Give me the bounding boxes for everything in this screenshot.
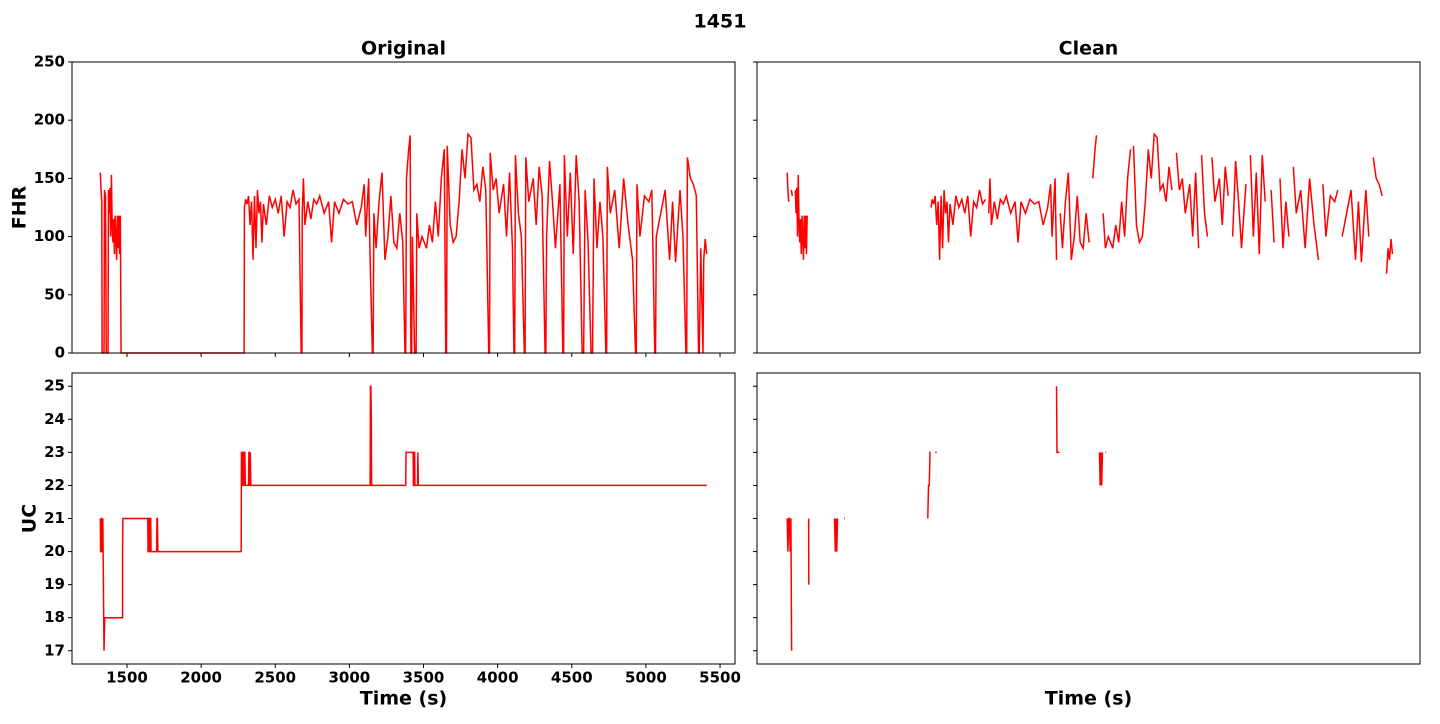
y-tick-label: 21 xyxy=(44,509,65,527)
y-axis-label: UC xyxy=(19,504,41,533)
x-tick-label: 1500 xyxy=(106,669,148,687)
y-tick-label: 0 xyxy=(55,344,65,362)
axes-frame xyxy=(756,372,1421,665)
x-tick-label: 3500 xyxy=(403,669,445,687)
data-line xyxy=(99,132,708,354)
data-line xyxy=(786,386,1107,651)
axes-title: Original xyxy=(361,38,446,60)
y-tick-label: 19 xyxy=(44,575,65,593)
y-tick-label: 200 xyxy=(34,111,65,129)
figure-title: 1451 xyxy=(694,11,747,33)
y-tick-label: 250 xyxy=(34,53,65,71)
y-tick-label: 100 xyxy=(34,227,65,245)
axes-title: Clean xyxy=(1059,38,1119,60)
x-axis-label: Time (s) xyxy=(360,688,447,710)
y-tick-label: 24 xyxy=(44,410,65,428)
data-line xyxy=(99,385,707,651)
y-axis-label: FHR xyxy=(9,185,31,229)
y-tick-label: 23 xyxy=(44,443,65,461)
y-tick-label: 50 xyxy=(44,285,65,303)
axes-frame xyxy=(71,372,736,665)
y-tick-label: 17 xyxy=(44,641,65,659)
data-line xyxy=(786,132,1394,274)
x-axis-label: Time (s) xyxy=(1045,688,1132,710)
x-tick-label: 4500 xyxy=(551,669,593,687)
axes-frame xyxy=(756,61,1421,354)
x-tick-label: 5500 xyxy=(699,669,741,687)
y-tick-label: 22 xyxy=(44,476,65,494)
x-tick-label: 2000 xyxy=(180,669,222,687)
x-tick-label: 3000 xyxy=(329,669,371,687)
axes-frame xyxy=(71,61,736,354)
y-tick-label: 20 xyxy=(44,542,65,560)
x-tick-label: 4000 xyxy=(477,669,519,687)
y-tick-label: 150 xyxy=(34,169,65,187)
x-tick-label: 2500 xyxy=(254,669,296,687)
x-tick-label: 5000 xyxy=(625,669,667,687)
y-tick-label: 18 xyxy=(44,608,65,626)
y-tick-label: 25 xyxy=(44,377,65,395)
